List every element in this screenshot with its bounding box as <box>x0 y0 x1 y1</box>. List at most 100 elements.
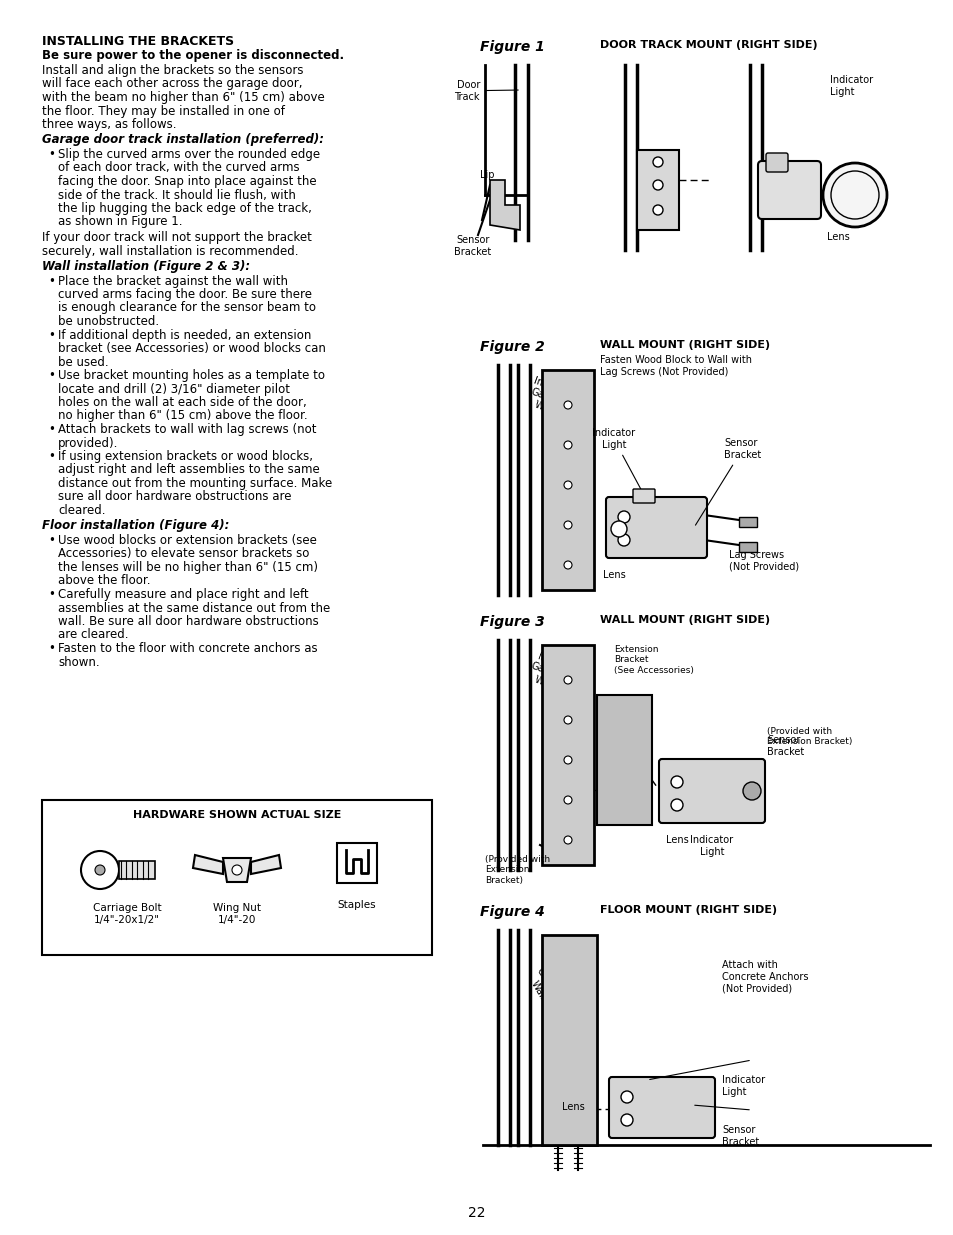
Text: three ways, as follows.: three ways, as follows. <box>42 119 176 131</box>
Text: Sensor
Bracket: Sensor Bracket <box>766 735 803 757</box>
Circle shape <box>652 205 662 215</box>
Text: Garage door track installation (preferred):: Garage door track installation (preferre… <box>42 133 324 147</box>
FancyBboxPatch shape <box>541 645 594 864</box>
Circle shape <box>563 756 572 764</box>
Text: If your door track will not support the bracket: If your door track will not support the … <box>42 231 312 245</box>
Text: Install and align the brackets so the sensors: Install and align the brackets so the se… <box>42 64 303 77</box>
Text: DOOR TRACK MOUNT (RIGHT SIDE): DOOR TRACK MOUNT (RIGHT SIDE) <box>599 40 817 49</box>
FancyBboxPatch shape <box>739 542 757 552</box>
Text: •: • <box>48 642 55 655</box>
Text: HARDWARE SHOWN ACTUAL SIZE: HARDWARE SHOWN ACTUAL SIZE <box>132 810 341 820</box>
FancyBboxPatch shape <box>659 760 764 823</box>
FancyBboxPatch shape <box>739 517 757 527</box>
Circle shape <box>822 163 886 227</box>
Text: Lens: Lens <box>561 1103 584 1113</box>
Text: as shown in Figure 1.: as shown in Figure 1. <box>58 215 182 228</box>
Text: the lip hugging the back edge of the track,: the lip hugging the back edge of the tra… <box>58 203 312 215</box>
Text: is enough clearance for the sensor beam to: is enough clearance for the sensor beam … <box>58 301 315 315</box>
FancyBboxPatch shape <box>633 489 655 503</box>
Text: Figure 1: Figure 1 <box>479 40 544 54</box>
Polygon shape <box>223 858 251 882</box>
Text: Sensor
Bracket: Sensor Bracket <box>695 438 760 525</box>
Text: Floor installation (Figure 4):: Floor installation (Figure 4): <box>42 520 229 532</box>
Text: Be sure power to the opener is disconnected.: Be sure power to the opener is disconnec… <box>42 49 344 63</box>
FancyBboxPatch shape <box>637 149 679 230</box>
Text: Inside
Garage
Wall: Inside Garage Wall <box>525 650 570 693</box>
Text: Indicator
Light: Indicator Light <box>829 75 872 96</box>
Text: Attach brackets to wall with lag screws (not: Attach brackets to wall with lag screws … <box>58 424 316 436</box>
Text: Sensor
Bracket: Sensor Bracket <box>454 235 491 257</box>
Text: above the floor.: above the floor. <box>58 574 151 588</box>
Text: be unobstructed.: be unobstructed. <box>58 315 159 329</box>
Text: no higher than 6" (15 cm) above the floor.: no higher than 6" (15 cm) above the floo… <box>58 410 307 422</box>
Text: distance out from the mounting surface. Make: distance out from the mounting surface. … <box>58 477 332 490</box>
Circle shape <box>232 864 242 876</box>
Circle shape <box>563 797 572 804</box>
Circle shape <box>670 799 682 811</box>
Text: locate and drill (2) 3/16" diameter pilot: locate and drill (2) 3/16" diameter pilo… <box>58 383 290 395</box>
Text: Accessories) to elevate sensor brackets so: Accessories) to elevate sensor brackets … <box>58 547 309 561</box>
Text: provided).: provided). <box>58 436 118 450</box>
Circle shape <box>563 716 572 724</box>
Text: Inside –
Garage
Wall: Inside – Garage Wall <box>524 960 571 1009</box>
Text: side of the track. It should lie flush, with: side of the track. It should lie flush, … <box>58 189 295 201</box>
Circle shape <box>652 180 662 190</box>
Text: •: • <box>48 369 55 382</box>
Text: Carefully measure and place right and left: Carefully measure and place right and le… <box>58 588 309 601</box>
Text: Staples: Staples <box>337 900 375 910</box>
Text: facing the door. Snap into place against the: facing the door. Snap into place against… <box>58 175 316 188</box>
Circle shape <box>563 521 572 529</box>
Text: Lens: Lens <box>665 835 688 845</box>
Circle shape <box>563 480 572 489</box>
Text: •: • <box>48 274 55 288</box>
Text: Lag Screws (Not Provided): Lag Screws (Not Provided) <box>599 367 727 377</box>
FancyBboxPatch shape <box>605 496 706 558</box>
Text: Attach with
Concrete Anchors
(Not Provided): Attach with Concrete Anchors (Not Provid… <box>721 960 807 993</box>
Text: Figure 2: Figure 2 <box>479 340 544 354</box>
Text: •: • <box>48 588 55 601</box>
Polygon shape <box>193 855 223 874</box>
Text: Figure 4: Figure 4 <box>479 905 544 919</box>
Text: Slip the curved arms over the rounded edge: Slip the curved arms over the rounded ed… <box>58 148 320 161</box>
Text: the lenses will be no higher than 6" (15 cm): the lenses will be no higher than 6" (15… <box>58 561 317 574</box>
Circle shape <box>610 521 626 537</box>
Text: (Provided with
Extension Bracket): (Provided with Extension Bracket) <box>766 727 851 746</box>
Text: holes on the wall at each side of the door,: holes on the wall at each side of the do… <box>58 396 307 409</box>
Circle shape <box>620 1114 633 1126</box>
Text: WALL MOUNT (RIGHT SIDE): WALL MOUNT (RIGHT SIDE) <box>599 615 769 625</box>
Text: Door
Track: Door Track <box>454 80 517 101</box>
Text: shown.: shown. <box>58 656 99 668</box>
Text: Wall installation (Figure 2 & 3):: Wall installation (Figure 2 & 3): <box>42 261 250 273</box>
Text: Extension
Bracket
(See Accessories): Extension Bracket (See Accessories) <box>614 645 694 674</box>
Text: with the beam no higher than 6" (15 cm) above: with the beam no higher than 6" (15 cm) … <box>42 91 324 104</box>
Text: Wing Nut
1/4"-20: Wing Nut 1/4"-20 <box>213 903 261 925</box>
FancyBboxPatch shape <box>336 844 376 883</box>
Text: •: • <box>48 329 55 342</box>
FancyBboxPatch shape <box>765 153 787 172</box>
Text: If additional depth is needed, an extension: If additional depth is needed, an extens… <box>58 329 311 342</box>
Text: are cleared.: are cleared. <box>58 629 129 641</box>
Polygon shape <box>251 855 281 874</box>
Text: assemblies at the same distance out from the: assemblies at the same distance out from… <box>58 601 330 615</box>
Circle shape <box>652 157 662 167</box>
Text: Fasten Wood Block to Wall with: Fasten Wood Block to Wall with <box>599 354 751 366</box>
Circle shape <box>95 864 105 876</box>
Text: sure all door hardware obstructions are: sure all door hardware obstructions are <box>58 490 292 504</box>
FancyBboxPatch shape <box>608 1077 714 1137</box>
Text: Lip: Lip <box>479 170 500 193</box>
Circle shape <box>563 441 572 450</box>
Text: the floor. They may be installed in one of: the floor. They may be installed in one … <box>42 105 285 117</box>
FancyBboxPatch shape <box>597 695 651 825</box>
FancyBboxPatch shape <box>541 935 597 1145</box>
Text: Use wood blocks or extension brackets (see: Use wood blocks or extension brackets (s… <box>58 534 316 547</box>
Text: Fasten to the floor with concrete anchors as: Fasten to the floor with concrete anchor… <box>58 642 317 655</box>
Text: •: • <box>48 534 55 547</box>
Text: Indicator
Light: Indicator Light <box>690 835 733 857</box>
Text: Indicator
Light: Indicator Light <box>592 429 642 493</box>
Text: •: • <box>48 148 55 161</box>
Circle shape <box>563 836 572 844</box>
Circle shape <box>618 534 629 546</box>
Text: FLOOR MOUNT (RIGHT SIDE): FLOOR MOUNT (RIGHT SIDE) <box>599 905 777 915</box>
Text: Inside –
Garage
Wall: Inside – Garage Wall <box>524 375 571 419</box>
Text: 22: 22 <box>468 1207 485 1220</box>
